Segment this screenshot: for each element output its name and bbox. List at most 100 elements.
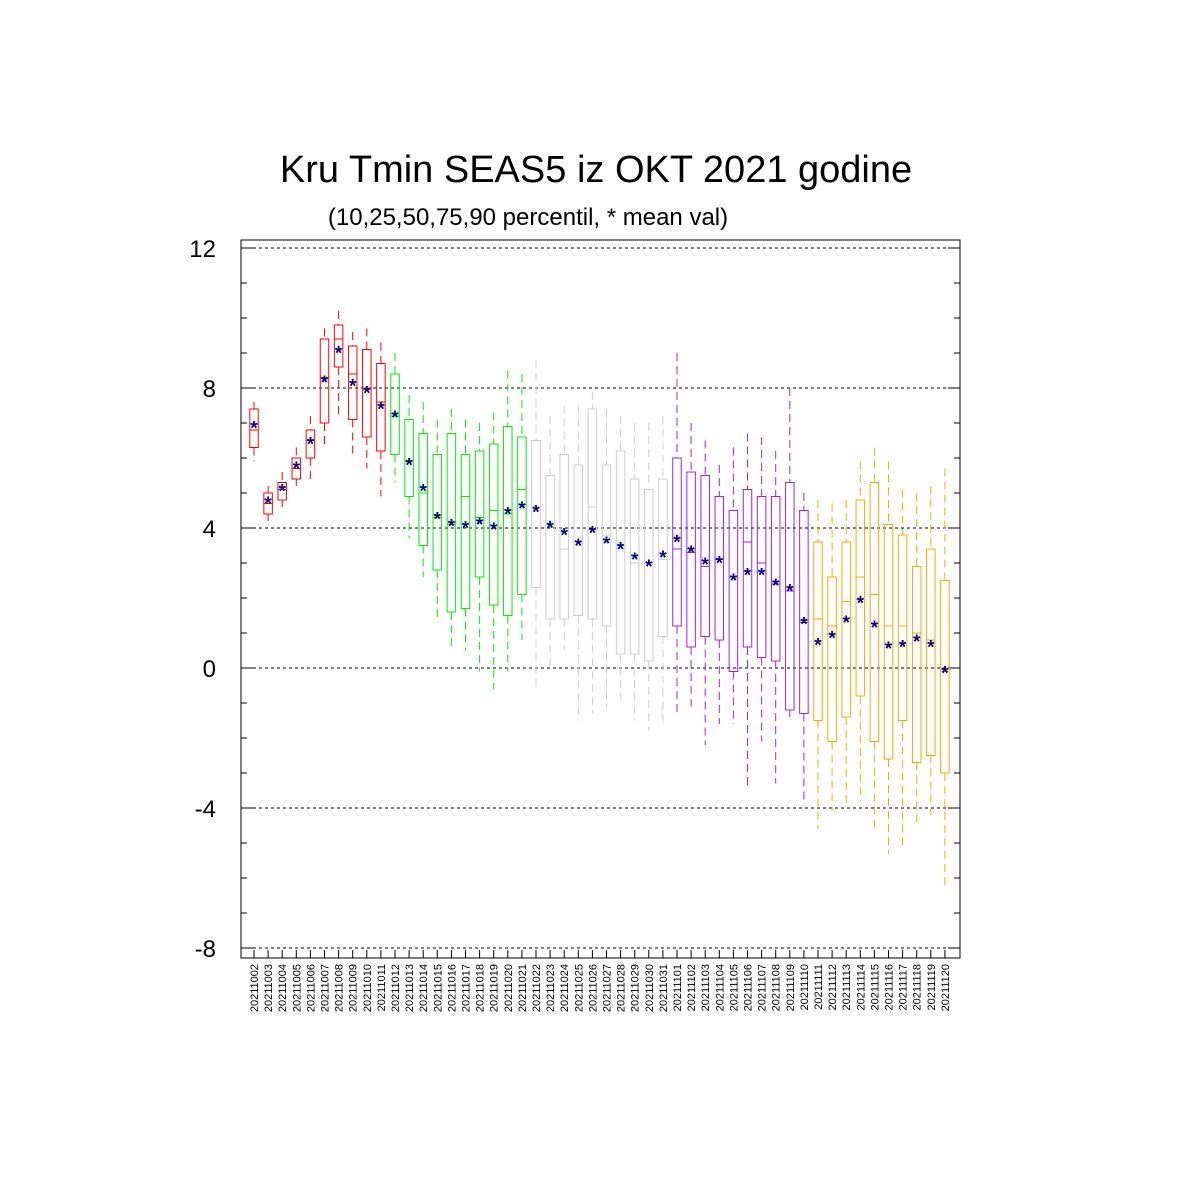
box-20211025: *	[573, 405, 584, 721]
y-tick-label: 0	[203, 656, 216, 683]
mean-marker: *	[560, 525, 568, 546]
x-tick-label: 20211027	[602, 964, 614, 1012]
box-iqr	[474, 450, 485, 578]
mean-marker: *	[278, 482, 286, 503]
mean-marker: *	[857, 594, 865, 615]
y-tick-label: -4	[195, 796, 216, 823]
box-20211031: *	[658, 416, 668, 728]
mean-marker: *	[659, 548, 667, 569]
box-iqr	[432, 454, 443, 571]
box-iqr	[573, 464, 584, 616]
x-tick-label: 20211114	[855, 964, 867, 1011]
x-tick-label: 20211003	[263, 964, 275, 1012]
x-tick-label: 20211115	[869, 964, 881, 1011]
mean-marker: *	[532, 503, 540, 524]
box-iqr	[883, 524, 894, 760]
mean-marker: *	[391, 408, 399, 429]
box-20211120: *	[940, 468, 950, 889]
box-iqr	[756, 496, 767, 658]
box-20211030: *	[644, 423, 654, 731]
box-20211004: *	[277, 472, 287, 507]
mean-marker: *	[814, 636, 822, 657]
x-tick-label: 20211120	[940, 964, 952, 1011]
x-tick-label: 20211102	[686, 964, 698, 1011]
x-tick-label: 20211119	[926, 964, 938, 1011]
box-20211011: *	[376, 342, 386, 497]
x-tick-label: 20211025	[573, 964, 585, 1012]
plot-frame	[240, 239, 961, 959]
mean-marker: *	[448, 517, 456, 538]
box-20211112: *	[827, 503, 837, 812]
box-iqr	[926, 548, 936, 756]
box-20211105: *	[728, 447, 739, 724]
mean-marker: *	[603, 534, 611, 555]
x-tick-label: 20211030	[644, 964, 656, 1012]
x-tick-label: 20211005	[291, 964, 303, 1012]
box-iqr	[277, 482, 287, 501]
box-20211111: *	[813, 500, 823, 829]
x-tick-label: 20211002	[249, 964, 261, 1012]
box-iqr	[376, 363, 386, 452]
x-tick-label: 20211011	[376, 964, 388, 1011]
y-tick-label: 12	[189, 236, 216, 263]
box-20211002: *	[249, 402, 259, 462]
box-20211022: *	[531, 360, 541, 689]
x-tick-label: 20211007	[320, 964, 332, 1012]
box-iqr	[813, 541, 823, 721]
box-20211107: *	[756, 437, 767, 742]
box-20211116: *	[883, 461, 894, 854]
box-iqr	[940, 580, 950, 774]
mean-marker: *	[927, 637, 935, 658]
box-20211016: *	[446, 409, 457, 647]
box-20211118: *	[911, 493, 922, 826]
box-iqr	[700, 475, 710, 637]
box-20211019: *	[488, 412, 499, 689]
mean-marker: *	[490, 520, 498, 541]
mean-marker: *	[293, 459, 301, 480]
box-iqr	[446, 433, 457, 613]
box-iqr	[362, 349, 372, 438]
box-iqr	[319, 338, 330, 424]
x-tick-label: 20211107	[757, 964, 769, 1011]
box-iqr	[615, 450, 626, 655]
box-iqr	[672, 457, 682, 627]
box-iqr	[517, 436, 527, 595]
box-iqr	[658, 478, 668, 637]
box-20211007: *	[319, 328, 330, 444]
mean-marker: *	[687, 543, 695, 564]
box-20211017: *	[460, 419, 471, 651]
mean-marker: *	[363, 384, 371, 405]
box-iqr	[305, 429, 316, 459]
box-iqr	[714, 496, 725, 641]
box-iqr	[559, 454, 569, 620]
box-20211117: *	[897, 489, 908, 850]
box-20211029: *	[629, 423, 640, 721]
mean-marker: *	[885, 639, 893, 660]
box-20211102: *	[686, 423, 696, 707]
mean-marker: *	[645, 557, 653, 578]
mean-marker: *	[913, 632, 921, 653]
x-tick-label: 20211116	[884, 964, 896, 1011]
mean-marker: *	[730, 571, 738, 592]
x-tick-label: 20211101	[672, 964, 684, 1011]
box-iqr	[770, 496, 781, 662]
mean-marker: *	[321, 373, 329, 394]
box-iqr	[911, 566, 922, 763]
box-20211009: *	[347, 332, 358, 458]
x-tick-label: 20211106	[743, 964, 755, 1011]
x-tick-label: 20211012	[390, 964, 402, 1012]
box-20211114: *	[855, 461, 866, 801]
box-iqr	[869, 482, 880, 742]
x-tick-label: 20211016	[446, 964, 458, 1012]
box-iqr	[686, 471, 696, 648]
box-20211014: *	[418, 402, 428, 577]
mean-marker: *	[941, 664, 949, 685]
x-tick-label: 20211105	[728, 964, 740, 1011]
x-tick-label: 20211103	[700, 964, 712, 1011]
box-iqr	[460, 454, 471, 609]
x-tick-label: 20211018	[475, 964, 487, 1012]
box-20211119: *	[926, 486, 936, 819]
mean-marker: *	[546, 518, 554, 539]
